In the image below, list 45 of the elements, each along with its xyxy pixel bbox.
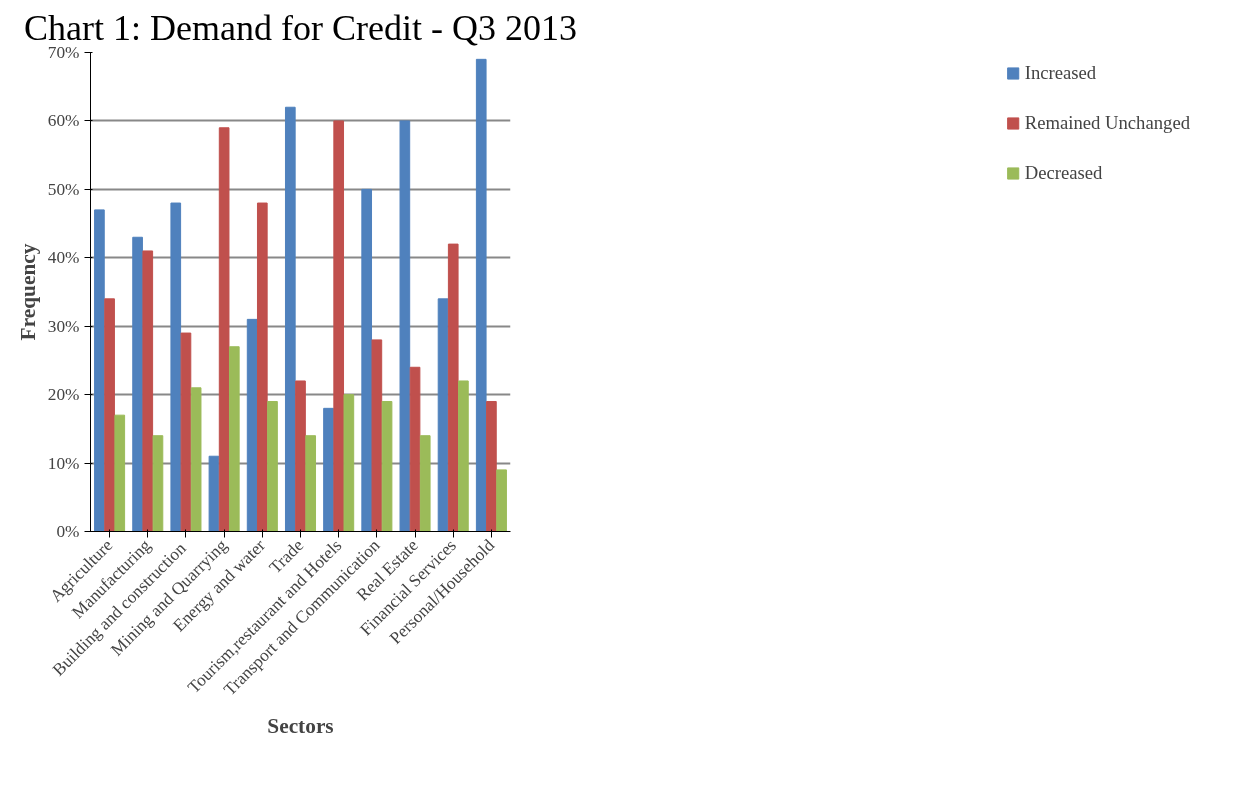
bar [284, 106, 296, 532]
bar [180, 332, 192, 532]
bar [142, 250, 154, 532]
bar [458, 380, 469, 532]
bar [208, 455, 220, 532]
bar [475, 58, 487, 532]
bar [437, 298, 449, 532]
bar [94, 209, 105, 532]
x-axis-title: Sectors [267, 713, 334, 738]
bar [323, 407, 334, 532]
y-axis-title: Frequency [15, 243, 40, 341]
bar [371, 339, 383, 532]
y-tick-label: 10% [47, 453, 80, 473]
bar [190, 387, 202, 532]
bar [419, 435, 431, 532]
bar [114, 414, 126, 532]
bar [295, 380, 306, 532]
bar [246, 318, 258, 532]
bar [399, 120, 411, 532]
bar [104, 298, 115, 532]
bar [343, 394, 355, 532]
y-tick-label: 50% [47, 179, 80, 199]
y-tick-label: 0% [56, 522, 80, 541]
bar [381, 400, 393, 532]
bar [333, 120, 345, 532]
legend-label: Increased [1024, 62, 1097, 84]
bar [409, 366, 421, 532]
y-tick-label: 60% [47, 111, 80, 131]
bar [486, 400, 497, 532]
bar [228, 346, 240, 532]
bar [218, 127, 230, 532]
bar [305, 435, 317, 532]
bar [152, 435, 164, 532]
legend-label: Decreased [1024, 162, 1103, 184]
bar [496, 469, 507, 532]
bar [361, 188, 373, 532]
bar [267, 400, 278, 532]
y-tick-label: 40% [47, 248, 80, 268]
bar [256, 202, 268, 532]
y-tick-label: 30% [47, 316, 80, 336]
bar [447, 243, 459, 532]
bar [170, 202, 182, 532]
bar [132, 236, 143, 532]
y-tick-label: 20% [47, 385, 80, 405]
legend-label: Remained Unchanged [1024, 112, 1190, 134]
